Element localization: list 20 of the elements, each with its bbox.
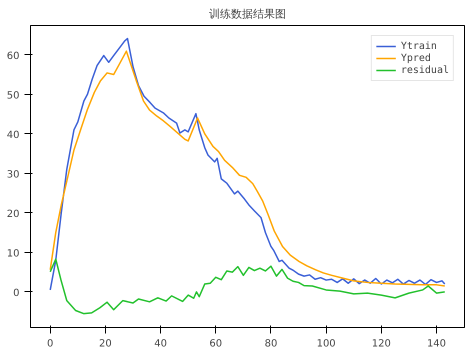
x-tick-label: 140 [426, 338, 446, 349]
x-tick-label: 120 [372, 338, 391, 349]
chart-title: 训练数据结果图 [209, 8, 286, 20]
x-tick-label: 0 [47, 338, 54, 349]
y-tick-label: 50 [6, 90, 20, 102]
legend-label: Ytrain [400, 40, 437, 52]
x-tick-label: 100 [316, 338, 336, 349]
x-tick-label: 40 [154, 338, 167, 349]
y-tick-label: 20 [6, 208, 20, 220]
legend-label: Ypred [400, 52, 431, 64]
y-tick-label: 10 [6, 248, 20, 260]
legend-label: residual [400, 64, 449, 76]
y-tick-label: 0 [13, 288, 20, 299]
line-series [49, 258, 446, 314]
y-tick-label: 40 [6, 130, 20, 141]
y-tick-label: 60 [6, 50, 20, 62]
x-tick-label: 60 [209, 338, 222, 349]
x-tick-label: 80 [264, 338, 278, 349]
y-tick-label: 30 [6, 169, 20, 180]
x-tick-label: 20 [99, 338, 112, 349]
